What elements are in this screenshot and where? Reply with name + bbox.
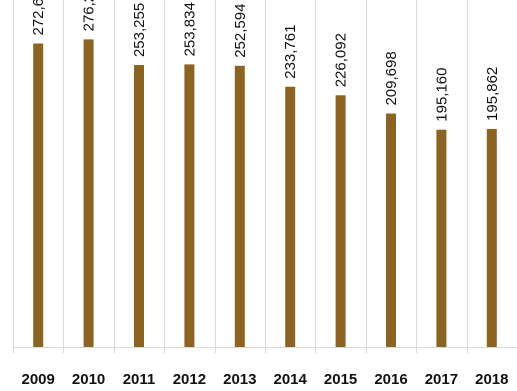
value-label-2018: 195,862 bbox=[484, 67, 501, 121]
bar-2017 bbox=[436, 129, 447, 347]
value-label-2016: 209,698 bbox=[383, 51, 400, 105]
x-tick-label-2016: 2016 bbox=[374, 371, 407, 388]
x-tick-label-2011: 2011 bbox=[123, 371, 156, 388]
value-label-layer: 272,602 276,295 253,255 253,834 252,594 233,7… bbox=[30, 0, 501, 122]
value-label-2010: 276,295 bbox=[81, 0, 98, 31]
bar-2011 bbox=[134, 65, 144, 347]
value-label-2013: 252,594 bbox=[232, 4, 249, 58]
value-label-2015: 226,092 bbox=[333, 33, 350, 87]
bar-2016 bbox=[386, 113, 396, 347]
value-label-2011: 253,255 bbox=[131, 3, 148, 57]
value-label-2009: 272,602 bbox=[30, 0, 47, 36]
bar-2015 bbox=[335, 95, 346, 347]
bar-2014 bbox=[285, 86, 296, 347]
x-tick-label-2015: 2015 bbox=[324, 371, 357, 388]
bar-2009 bbox=[33, 43, 44, 347]
bar-2013 bbox=[234, 65, 245, 347]
x-tick-label-2017: 2017 bbox=[425, 371, 458, 388]
x-tick-layer: 2009 2010 2011 2012 2013 2014 2015 2016 2017 2018 bbox=[22, 371, 509, 388]
bar-2010 bbox=[83, 39, 94, 347]
value-label-2014: 233,761 bbox=[282, 25, 299, 79]
value-label-2012: 253,834 bbox=[181, 2, 198, 56]
value-label-2017: 195,160 bbox=[433, 67, 450, 121]
x-tick-label-2012: 2012 bbox=[173, 371, 206, 388]
bar-2012 bbox=[184, 64, 195, 348]
x-tick-label-2013: 2013 bbox=[223, 371, 256, 388]
x-tick-label-2009: 2009 bbox=[22, 371, 55, 388]
bar-2018 bbox=[486, 128, 497, 347]
x-tick-label-2014: 2014 bbox=[274, 371, 308, 388]
x-tick-label-2018: 2018 bbox=[475, 371, 508, 388]
bar-layer bbox=[33, 39, 497, 348]
x-tick-label-2010: 2010 bbox=[72, 371, 105, 388]
grid-layer bbox=[13, 0, 517, 353]
